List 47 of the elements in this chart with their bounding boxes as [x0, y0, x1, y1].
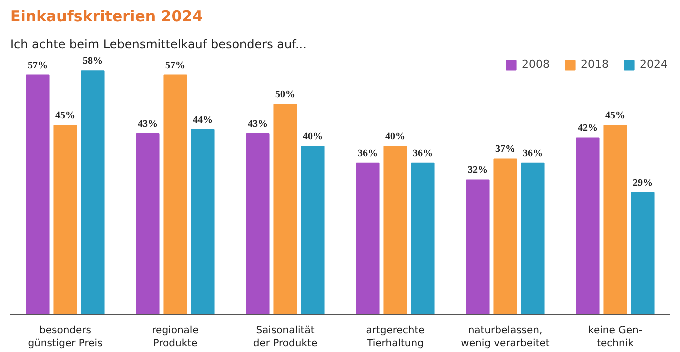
data-label: 42%: [578, 123, 598, 134]
x-tick-label: regionale Produkte: [152, 326, 199, 350]
bar: [356, 162, 380, 314]
data-label: 43%: [248, 119, 268, 130]
bar: [384, 146, 408, 314]
data-label: 45%: [56, 110, 76, 122]
x-tick-label: Saisonalität der Produkte: [253, 326, 318, 350]
x-tick-label: besonders günstiger Preis: [28, 326, 103, 350]
bar: [164, 74, 188, 314]
data-label: 40%: [303, 132, 323, 143]
legend-label: 2008: [522, 58, 550, 71]
x-tick-label: keine Gen- technik: [588, 326, 643, 350]
bar: [466, 180, 490, 314]
x-tick-label: artgerechte Tierhaltung: [366, 326, 425, 350]
chart-title: Einkaufskriterien 2024: [10, 8, 204, 26]
bar: [191, 129, 215, 314]
bar: [136, 134, 160, 314]
data-label: 57%: [166, 60, 186, 72]
bar: [604, 125, 628, 314]
bar: [274, 104, 298, 314]
legend-label: 2018: [581, 58, 609, 71]
bar: [411, 162, 435, 314]
bar: [631, 192, 655, 314]
data-label: 37%: [496, 144, 516, 156]
bar: [576, 138, 600, 314]
data-label: 32%: [468, 165, 488, 176]
data-label: 58%: [83, 56, 103, 68]
chart-subtitle: Ich achte beim Lebensmittelkauf besonders auf...: [10, 38, 307, 52]
data-label: 36%: [358, 148, 378, 160]
data-label: 29%: [633, 178, 653, 189]
data-label: 40%: [386, 132, 406, 143]
bar: [246, 134, 270, 314]
bar: [521, 162, 545, 314]
data-label: 50%: [276, 90, 296, 101]
data-label: 45%: [606, 110, 626, 122]
x-tick-label: naturbelassen, wenig verarbeitet: [461, 326, 550, 350]
data-label: 44%: [193, 114, 213, 126]
bar: [26, 74, 50, 314]
data-label: 36%: [413, 148, 433, 160]
bar: [54, 125, 78, 314]
bar: [494, 158, 518, 314]
data-label: 57%: [28, 60, 48, 72]
bar: [301, 146, 325, 314]
data-label: 36%: [523, 148, 543, 160]
data-label: 43%: [138, 119, 158, 130]
legend-label: 2024: [640, 58, 668, 71]
bar: [81, 70, 105, 314]
